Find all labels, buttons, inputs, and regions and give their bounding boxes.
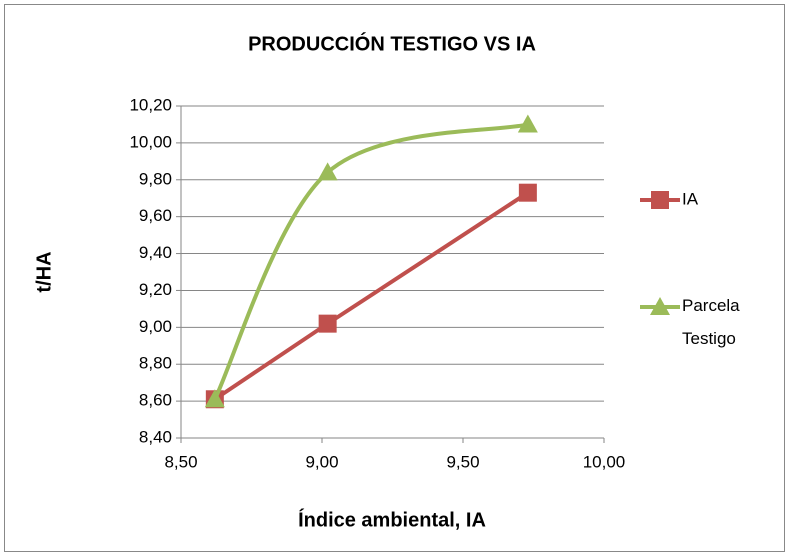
- y-tick-label: 9,80: [139, 169, 172, 188]
- x-tick-label: 9,00: [305, 452, 338, 471]
- marker: [518, 183, 537, 202]
- x-tick-label: 8,50: [164, 452, 197, 471]
- legend-marker: [651, 191, 669, 209]
- marker: [204, 389, 225, 408]
- marker: [318, 314, 337, 333]
- y-tick-label: 9,00: [139, 317, 172, 336]
- y-tick-label: 9,20: [139, 280, 172, 299]
- y-tick-label: 10,00: [129, 132, 172, 151]
- y-axis-label: t/HA: [33, 251, 55, 292]
- marker: [517, 114, 538, 133]
- x-tick-label: 10,00: [583, 452, 626, 471]
- y-tick-label: 9,60: [139, 206, 172, 225]
- y-tick-label: 9,40: [139, 243, 172, 262]
- legend-label: Parcela Testigo: [682, 296, 740, 348]
- y-tick-label: 10,20: [129, 95, 172, 114]
- legend-marker: [650, 297, 670, 315]
- x-axis-label: Índice ambiental, IA: [298, 508, 486, 531]
- marker: [317, 162, 338, 181]
- x-tick-label: 9,50: [446, 452, 479, 471]
- y-tick-label: 8,40: [139, 427, 172, 446]
- y-tick-label: 8,80: [139, 354, 172, 373]
- legend-label: IA: [682, 189, 699, 208]
- chart-title: PRODUCCIÓN TESTIGO VS IA: [248, 31, 536, 55]
- y-tick-label: 8,60: [139, 391, 172, 410]
